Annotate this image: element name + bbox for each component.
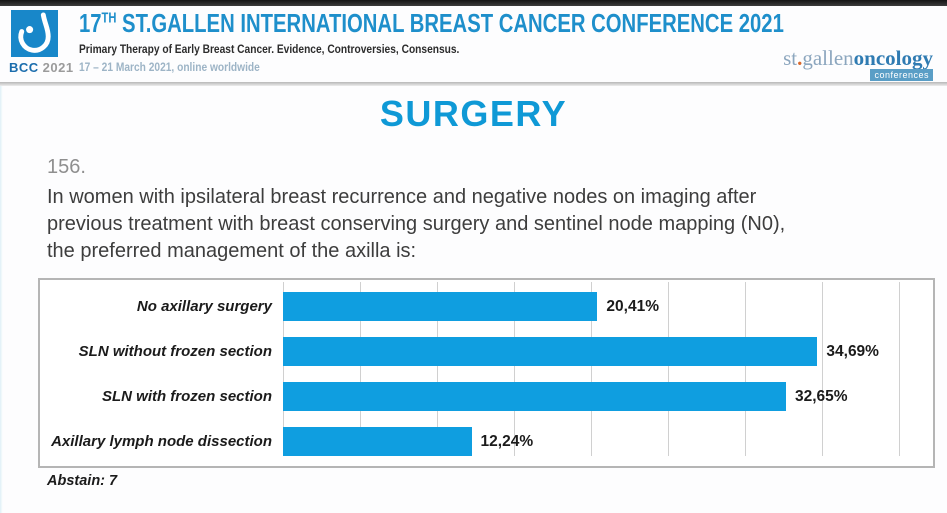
question-number: 156. [47,156,86,178]
page-title: SURGERY [379,93,568,134]
header: BCC 2021 17TH ST.GALLEN INTERNATIONAL BRE… [0,6,947,82]
question-line: the preferred management of the axilla i… [47,240,417,262]
stgallen-oncology-wordmark: st.gallenoncology [783,48,933,69]
gridline [822,282,824,456]
bar-chart: No axillary surgery 20,41% SLN without fro… [38,278,935,468]
bar-track: 12,24% [283,427,930,456]
drop-icon [11,10,58,57]
top-edge-strip [0,0,947,6]
gridline [514,282,516,456]
conference-subtitle: Primary Therapy of Early Breast Cancer. … [79,42,460,57]
conference-title: 17TH ST.GALLEN INTERNATIONAL BREAST CANC… [79,8,784,38]
title-superscript: TH [101,10,117,27]
bar [283,337,818,366]
bar [283,382,786,411]
title-number: 17 [79,8,102,38]
bar [283,427,472,456]
bar-value-label: 12,24% [480,432,534,450]
bcc-logo [11,10,58,57]
gridline [668,282,670,456]
gridline [745,282,747,456]
plot-gridlines [283,282,930,456]
bcc-text: BCC [9,60,39,75]
bcc-logo-caption: BCC 2021 [9,60,74,75]
bar-value-label: 34,69% [826,342,879,360]
brand-dot: . [797,46,803,70]
gridline [899,282,901,456]
bar-track: 32,65% [283,382,930,411]
brand-gallen: gallen [802,46,854,70]
brand-oncology: oncology [853,46,933,70]
bar-category-label: SLN with frozen section [101,388,272,405]
chart-row: No axillary surgery 20,41% [40,284,930,329]
left-edge-tint [0,6,3,513]
gridline [591,282,593,456]
brand-conferences-badge: conferences [870,69,933,81]
question-line: In women with ipsilateral breast recurre… [47,186,757,208]
bar [283,292,598,321]
gridline [437,282,439,456]
bar-value-label: 20,41% [606,297,659,315]
title-text: ST.GALLEN INTERNATIONAL BREAST CANCER CO… [116,8,784,38]
gridline [360,282,362,456]
bar-category-label: Axillary lymph node dissection [51,433,272,450]
gridline [283,282,284,456]
conference-title-block: 17TH ST.GALLEN INTERNATIONAL BREAST CANC… [79,8,947,75]
brand-st: st [783,46,798,70]
bar-track: 34,69% [283,337,930,366]
bar-category-label: No axillary surgery [136,298,272,315]
question-line: previous treatment with breast conservin… [47,213,786,235]
bar-track: 20,41% [283,292,930,321]
question-block: 156. In women with ipsilateral breast re… [47,156,907,265]
chart-row: SLN without frozen section 34,69% [40,329,930,374]
brand-badge-row: conferences [783,65,933,83]
chart-row: Axillary lymph node dissection 12,24% [40,419,930,464]
stgallen-oncology-logo: st.gallenoncology conferences [783,48,933,83]
bcc-year: 2021 [42,60,74,75]
bar-value-label: 32,65% [794,387,848,405]
bar-category-label: SLN without frozen section [78,343,272,360]
conference-dates: 17 – 21 March 2021, online worldwide [79,60,260,75]
abstain-footnote: Abstain: 7 [47,473,118,489]
header-divider [0,82,947,86]
chart-row: SLN with frozen section 32,65% [40,374,930,419]
chart-rows: No axillary surgery 20,41% SLN without fro… [40,280,930,466]
